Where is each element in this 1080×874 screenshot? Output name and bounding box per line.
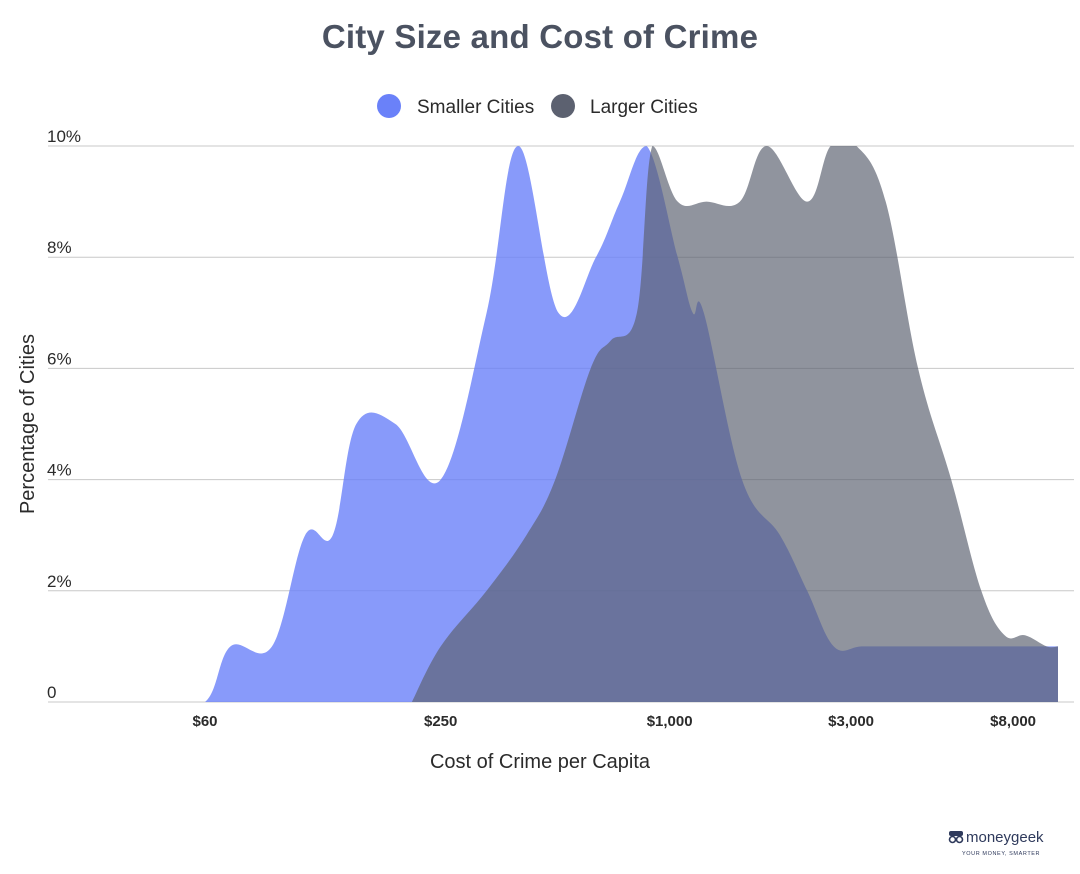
y-axis-ticks: 0 2% 4% 6% 8% 10%: [47, 127, 81, 702]
y-tick-label: 10%: [47, 127, 81, 146]
y-tick-label: 0: [47, 683, 56, 702]
brand-name: moneygeek: [966, 829, 1044, 846]
area-larger-cities: [411, 146, 1058, 702]
legend-marker-smaller-cities: [377, 94, 401, 118]
moneygeek-logo: moneygeek YOUR MONEY, SMARTER: [946, 826, 1056, 862]
chart-title: City Size and Cost of Crime: [321, 18, 759, 55]
legend-label-smaller-cities: Smaller Cities: [417, 97, 534, 118]
y-tick-label: 2%: [47, 572, 72, 591]
legend-label-larger-cities: Larger Cities: [590, 97, 698, 118]
y-tick-label: 8%: [47, 238, 72, 257]
x-tick-label: $3,000: [828, 713, 874, 730]
x-tick-label: $250: [424, 713, 457, 730]
x-tick-label: $1,000: [647, 713, 693, 730]
brand-tagline: YOUR MONEY, SMARTER: [962, 851, 1041, 857]
x-tick-label: $60: [192, 713, 217, 730]
y-axis-label: Percentage of Cities: [17, 334, 39, 514]
x-tick-label: $8,000: [990, 713, 1036, 730]
x-axis-label: Cost of Crime per Capita: [430, 751, 651, 773]
x-axis-ticks: $60 $250 $1,000 $3,000 $8,000: [192, 713, 1036, 730]
legend-marker-larger-cities: [551, 94, 575, 118]
series-areas: [157, 146, 1059, 702]
legend: Smaller Cities Larger Cities: [377, 94, 698, 118]
y-tick-label: 4%: [47, 461, 72, 480]
y-tick-label: 6%: [47, 349, 72, 368]
logo-glasses-icon: [948, 831, 964, 844]
